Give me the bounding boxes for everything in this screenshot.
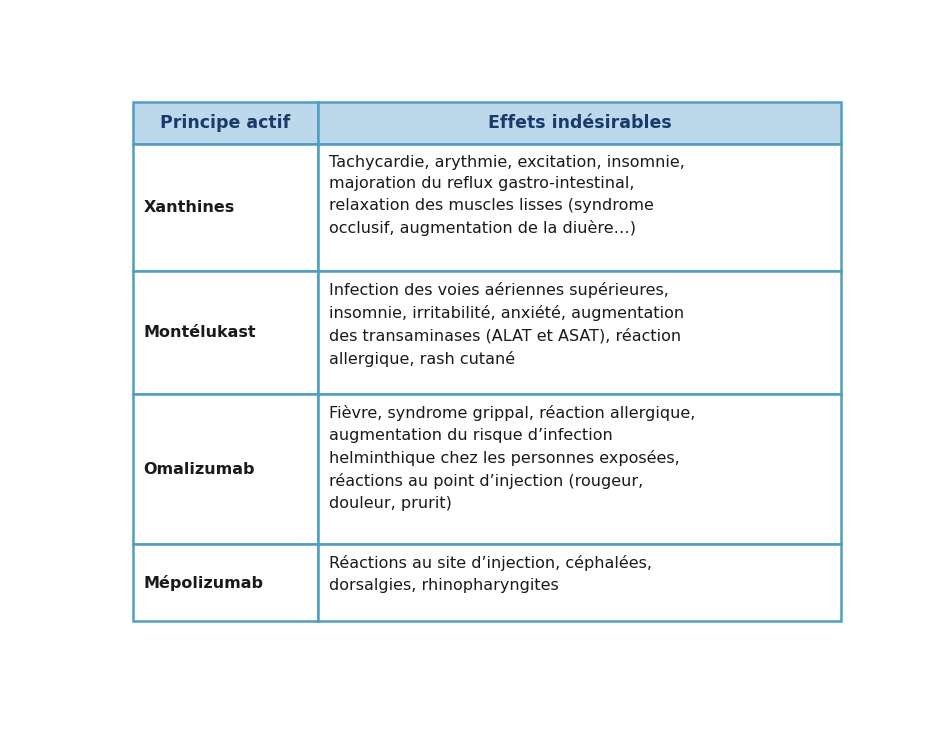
Text: Omalizumab: Omalizumab	[143, 462, 255, 477]
Bar	[318, 144, 841, 271]
Text: Montélukast: Montélukast	[143, 325, 256, 340]
Text: Tachycardie, arythmie, excitation, insomnie,
majoration du reflux gastro-intesti: Tachycardie, arythmie, excitation, insom…	[329, 155, 685, 236]
Bar	[318, 271, 841, 395]
Bar	[133, 144, 318, 271]
Bar	[133, 545, 318, 621]
Bar	[318, 395, 841, 545]
Text: Fièvre, syndrome grippal, réaction allergique,
augmentation du risque d’infectio: Fièvre, syndrome grippal, réaction aller…	[329, 405, 695, 511]
Text: Xanthines: Xanthines	[143, 200, 235, 215]
Text: Principe actif: Principe actif	[161, 114, 291, 132]
Bar	[133, 271, 318, 395]
Bar	[318, 545, 841, 621]
Bar	[133, 102, 318, 144]
Text: Mépolizumab: Mépolizumab	[143, 575, 263, 591]
Bar	[318, 102, 841, 144]
Text: Infection des voies aériennes supérieures,
insomnie, irritabilité, anxiété, augm: Infection des voies aériennes supérieure…	[329, 282, 684, 367]
Bar	[133, 395, 318, 545]
Text: Réactions au site d’injection, céphalées,
dorsalgies, rhinopharyngites: Réactions au site d’injection, céphalées…	[329, 556, 652, 593]
Text: Effets indésirables: Effets indésirables	[487, 114, 672, 132]
